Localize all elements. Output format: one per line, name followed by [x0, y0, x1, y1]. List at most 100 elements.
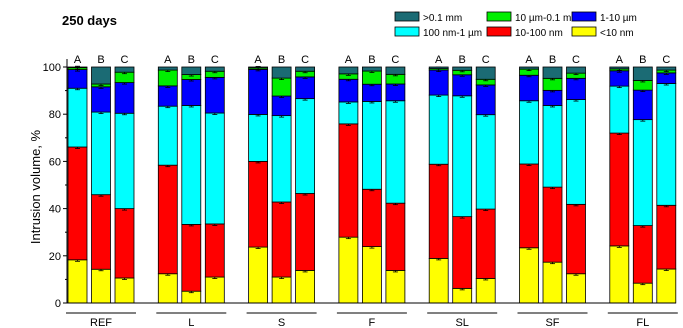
subcategory-label: C	[391, 54, 399, 66]
bar-segment-s-c-0	[295, 270, 316, 304]
bar-segment-ref-c-3	[114, 82, 135, 114]
bar-segment-s-a-3	[248, 68, 269, 115]
bar-segment-fl-a-3	[609, 70, 630, 87]
bar-segment-f-c-0	[385, 270, 406, 304]
bar-segment-l-c-5	[204, 66, 225, 72]
subcategory-label: B	[97, 54, 104, 66]
subcategory-label: C	[301, 54, 309, 66]
bar-segment-sf-a-0	[519, 247, 539, 304]
bar-segment-f-a-1	[338, 123, 359, 238]
bar-segment-ref-a-0	[67, 259, 88, 304]
bar-segment-s-b-1	[271, 201, 292, 278]
bar-segment-ref-a-1	[67, 146, 88, 261]
subcategory-label: A	[254, 54, 262, 66]
bar-segment-ref-b-3	[91, 86, 111, 113]
legend-swatch	[394, 11, 420, 22]
legend-swatch	[571, 26, 597, 37]
bar-segment-ref-b-1	[91, 194, 111, 270]
subcategory-label: B	[368, 54, 375, 66]
bar-segment-fl-a-0	[609, 245, 630, 304]
bar-segment-fl-b-0	[632, 282, 653, 304]
bar-segment-sl-a-0	[428, 257, 449, 304]
bar-segment-sf-b-3	[542, 89, 563, 106]
legend-label: >0.1 mm	[423, 13, 462, 24]
bar-segment-sf-a-3	[519, 74, 539, 102]
bar-segment-sl-b-2	[452, 95, 473, 218]
bar-segment-s-a-0	[248, 246, 269, 304]
bar-segment-sl-a-1	[428, 163, 449, 259]
subcategory-label: C	[211, 54, 219, 66]
bar-segment-sl-b-3	[452, 74, 473, 97]
bar-segment-fl-a-1	[609, 132, 630, 247]
subcategory-label: A	[435, 54, 443, 66]
legend-label: <10 nm	[600, 28, 634, 39]
bar-segment-l-c-0	[204, 276, 225, 304]
bar-segment-sl-a-5	[428, 66, 449, 70]
bar-segment-f-c-5	[385, 66, 406, 75]
legend-swatch	[486, 11, 512, 22]
bar-segment-ref-b-5	[91, 66, 111, 85]
bar-segment-sl-b-5	[452, 66, 473, 71]
bar-segment-sl-c-0	[475, 278, 496, 304]
legend-swatch	[486, 26, 512, 37]
bar-segment-sf-c-5	[566, 66, 586, 74]
bar-segment-s-a-1	[248, 160, 269, 248]
bar-segment-l-a-4	[157, 69, 178, 87]
bar-segment-fl-a-5	[609, 66, 630, 70]
bar-segment-ref-c-0	[114, 277, 135, 304]
bar-segment-fl-a-2	[609, 85, 630, 134]
subcategory-label: B	[639, 54, 646, 66]
bar-segment-l-c-1	[204, 223, 225, 278]
bar-segment-s-c-2	[295, 98, 316, 194]
bar-segment-f-b-4	[361, 70, 382, 85]
bar-segment-sl-b-0	[452, 287, 473, 304]
y-tick-label: 20	[49, 251, 61, 263]
y-tick-label: 80	[49, 109, 61, 121]
bar-segment-sl-c-5	[475, 66, 496, 80]
legend-label: 100 nm-1 µm	[423, 28, 482, 39]
bar-segment-l-a-3	[157, 85, 178, 107]
subcategory-label: B	[549, 54, 556, 66]
bar-segment-s-c-1	[295, 193, 316, 271]
subcategory-label: A	[164, 54, 172, 66]
legend-label: 10-100 nm	[515, 28, 563, 39]
bar-segment-s-a-2	[248, 114, 269, 162]
bar-segment-s-b-4	[271, 77, 292, 97]
legend-swatch	[394, 26, 420, 37]
chart-title: 250 days	[62, 13, 117, 28]
bar-segment-f-c-1	[385, 202, 406, 271]
bar-segment-sf-a-1	[519, 163, 539, 249]
subcategory-label: B	[459, 54, 466, 66]
bar-segment-fl-c-1	[656, 204, 677, 270]
bar-segment-f-b-2	[361, 101, 382, 190]
bar-segment-f-a-5	[338, 66, 359, 75]
bar-segment-ref-c-1	[114, 208, 135, 279]
y-tick-label: 60	[49, 156, 61, 168]
bar-segment-s-a-5	[248, 66, 269, 69]
legend-label: 1-10 µm	[600, 13, 637, 24]
bar-segment-sf-a-2	[519, 100, 539, 165]
subcategory-label: C	[121, 54, 129, 66]
subcategory-label: C	[482, 54, 490, 66]
bar-segment-sl-a-2	[428, 94, 449, 165]
bar-segment-s-b-3	[271, 95, 292, 117]
bar-segment-s-c-3	[295, 76, 316, 100]
bar-segment-sf-a-5	[519, 66, 539, 70]
bar-segment-f-a-3	[338, 78, 359, 103]
bar-segment-f-a-0	[338, 236, 359, 304]
bar-segment-sl-c-3	[475, 84, 496, 116]
bar-segment-sf-c-1	[566, 203, 586, 275]
legend-swatch	[571, 11, 597, 22]
bar-segment-f-b-5	[361, 66, 382, 72]
bar-segment-ref-c-5	[114, 66, 135, 73]
bar-segment-ref-a-2	[67, 87, 88, 148]
bar-segment-l-a-5	[157, 66, 178, 71]
bar-segment-fl-c-0	[656, 268, 677, 304]
subcategory-label: A	[525, 54, 533, 66]
subcategory-label: B	[188, 54, 195, 66]
bar-segment-fl-c-2	[656, 83, 677, 206]
bar-segment-l-a-0	[157, 273, 178, 304]
y-tick-label: 40	[49, 204, 61, 216]
bar-segment-l-a-2	[157, 105, 178, 166]
subcategory-label: C	[572, 54, 580, 66]
